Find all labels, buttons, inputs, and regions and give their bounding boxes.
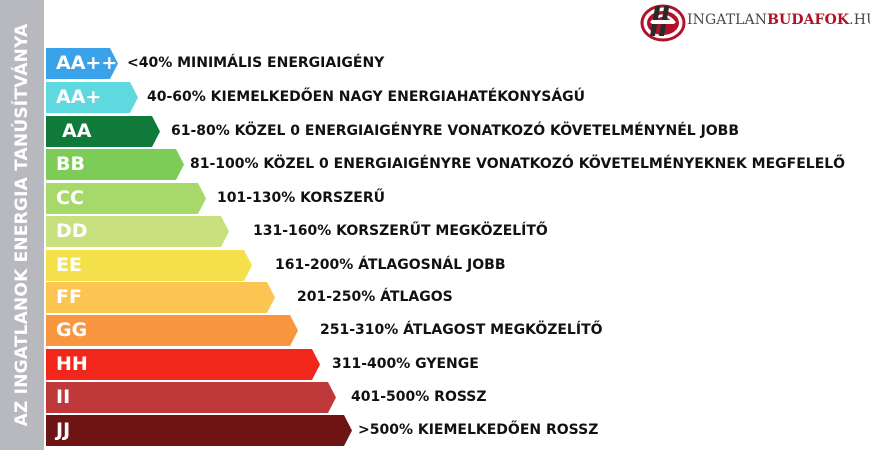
rating-bar-aaplus: AA+ bbox=[46, 82, 138, 113]
rating-description: 101-130% KORSZERŰ bbox=[217, 190, 386, 206]
rating-bar-gg: GG bbox=[46, 315, 298, 346]
rating-arrow-shape bbox=[46, 82, 138, 113]
rating-row-jj: JJ >500% KIEMELKEDŐEN ROSSZ bbox=[46, 415, 866, 446]
side-title: AZ INGATLANOK ENERGIA TANÚSÍTVÁNYA bbox=[12, 23, 32, 427]
rating-row-aaplusplus: AA++ <40% MINIMÁLIS ENERGIAIGÉNY bbox=[46, 48, 866, 79]
rating-row-ee: EE 161-200% ÁTLAGOSNÁL JOBB bbox=[46, 250, 866, 281]
rating-description: 201-250% ÁTLAGOS bbox=[297, 289, 453, 305]
rating-code: AA+ bbox=[56, 86, 102, 108]
rating-description: 251-310% ÁTLAGOST MEGKÖZELÍTŐ bbox=[320, 322, 603, 338]
rating-bar-bb: BB bbox=[46, 149, 184, 180]
rating-description: 131-160% KORSZERŰT MEGKÖZELÍTŐ bbox=[253, 223, 548, 239]
rating-description: 401-500% ROSSZ bbox=[351, 389, 487, 405]
rating-bar-cc: CC bbox=[46, 183, 206, 214]
logo-emblem-icon bbox=[640, 4, 686, 42]
rating-code: DD bbox=[56, 220, 88, 242]
rating-arrow-shape bbox=[46, 216, 229, 247]
rating-arrow-shape bbox=[46, 48, 118, 79]
rating-description: >500% KIEMELKEDŐEN ROSSZ bbox=[358, 422, 599, 438]
rating-bar-dd: DD bbox=[46, 216, 229, 247]
rating-code: GG bbox=[56, 319, 88, 341]
rating-arrow-shape bbox=[46, 382, 336, 413]
rating-row-gg: GG 251-310% ÁTLAGOST MEGKÖZELÍTŐ bbox=[46, 315, 866, 346]
logo-text-ingatlan: INGATLAN bbox=[687, 12, 768, 28]
rating-description: 81-100% KÖZEL 0 ENERGIAIGÉNYRE VONATKOZÓ… bbox=[190, 156, 846, 172]
rating-arrow-shape bbox=[46, 250, 252, 281]
rating-code: CC bbox=[56, 187, 84, 209]
rating-bar-hh: HH bbox=[46, 349, 320, 380]
rating-row-hh: HH 311-400% GYENGE bbox=[46, 349, 866, 380]
side-title-band: AZ INGATLANOK ENERGIA TANÚSÍTVÁNYA bbox=[0, 0, 44, 450]
rating-row-aaplus: AA+ 40-60% KIEMELKEDŐEN NAGY ENERGIAHATÉ… bbox=[46, 82, 866, 113]
site-logo[interactable]: INGATLANBUDAFOK.HU bbox=[640, 2, 870, 42]
rating-row-bb: BB 81-100% KÖZEL 0 ENERGIAIGÉNYRE VONATK… bbox=[46, 149, 866, 180]
rating-code: BB bbox=[56, 153, 85, 175]
rating-row-aa: AA 61-80% KÖZEL 0 ENERGIAIGÉNYRE VONATKO… bbox=[46, 116, 866, 147]
rating-code: JJ bbox=[56, 419, 71, 441]
rating-row-dd: DD 131-160% KORSZERŰT MEGKÖZELÍTŐ bbox=[46, 216, 866, 247]
rating-bar-jj: JJ bbox=[46, 415, 352, 446]
rating-bar-ff: FF bbox=[46, 282, 275, 313]
rating-arrow-shape bbox=[46, 349, 320, 380]
rating-description: 40-60% KIEMELKEDŐEN NAGY ENERGIAHATÉKONY… bbox=[147, 89, 586, 105]
rating-code: HH bbox=[56, 353, 88, 375]
rating-arrow-shape bbox=[46, 149, 184, 180]
rating-row-ff: FF 201-250% ÁTLAGOS bbox=[46, 282, 866, 313]
rating-code: AA++ bbox=[56, 52, 118, 74]
rating-bar-ii: II bbox=[46, 382, 336, 413]
rating-code: AA bbox=[62, 120, 92, 142]
rating-bar-ee: EE bbox=[46, 250, 252, 281]
rating-row-ii: II 401-500% ROSSZ bbox=[46, 382, 866, 413]
rating-row-cc: CC 101-130% KORSZERŰ bbox=[46, 183, 866, 214]
rating-description: 61-80% KÖZEL 0 ENERGIAIGÉNYRE VONATKOZÓ … bbox=[171, 123, 740, 139]
rating-arrow-shape bbox=[46, 116, 160, 147]
rating-bar-aa: AA bbox=[46, 116, 160, 147]
rating-arrow-shape bbox=[46, 415, 352, 446]
rating-bar-aaplusplus: AA++ bbox=[46, 48, 118, 79]
rating-code: II bbox=[56, 386, 71, 408]
logo-text-budafok: BUDAFOK bbox=[767, 12, 850, 28]
logo-text-hu: .HU bbox=[849, 12, 870, 28]
rating-arrow-shape bbox=[46, 282, 275, 313]
rating-description: <40% MINIMÁLIS ENERGIAIGÉNY bbox=[127, 55, 385, 71]
rating-arrow-shape bbox=[46, 315, 298, 346]
rating-description: 311-400% GYENGE bbox=[332, 356, 479, 372]
rating-description: 161-200% ÁTLAGOSNÁL JOBB bbox=[275, 257, 506, 273]
rating-arrow-shape bbox=[46, 183, 206, 214]
rating-code: FF bbox=[56, 286, 82, 308]
rating-code: EE bbox=[56, 254, 82, 276]
